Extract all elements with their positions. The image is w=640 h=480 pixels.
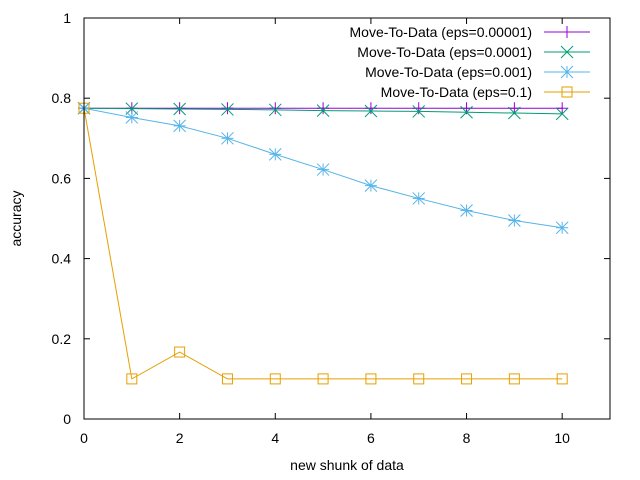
y-tick-label: 0.4 [52,251,72,267]
data-point [412,102,425,115]
y-tick-label: 0.6 [52,170,72,186]
data-point [268,103,282,117]
plot-frame [83,17,611,420]
y-axis-title: accuracy [8,190,24,246]
legend: Move-To-Data (eps=0.00001) Move-To-Data (… [350,24,590,100]
data-point [412,105,426,118]
x-tick-label: 4 [271,430,279,446]
data-point [221,373,233,385]
data-point [508,214,521,227]
data-point [555,107,569,121]
data-point [174,346,186,358]
legend-label: Move-To-Data (eps=0.001) [365,64,532,80]
data-point [221,131,234,145]
x-tick-label: 10 [554,430,570,446]
series-4 [78,102,568,385]
series-layer [77,101,569,385]
y-tick-label: 0.8 [52,90,72,106]
data-point [125,102,139,115]
legend-marker [561,26,573,38]
x-axis-title: new shunk of data [290,457,404,473]
data-point [508,373,520,385]
data-point [365,373,377,385]
data-point [269,102,282,115]
legend-marker [560,65,574,79]
series-2 [77,101,569,121]
data-point [508,102,521,115]
data-point [126,373,138,385]
data-point [460,204,473,217]
data-point [269,373,281,385]
series-3 [77,101,569,235]
x-tick-label: 8 [463,430,471,446]
x-tick-label: 6 [367,430,375,446]
data-point [316,104,330,117]
data-point [461,373,473,385]
data-point [316,163,330,176]
y-tick-label: 0 [63,411,71,427]
data-point [173,119,186,133]
data-point [364,179,378,192]
x-tick-label: 0 [80,430,88,446]
data-point [556,102,569,115]
data-point [460,105,473,119]
data-point [125,111,139,124]
x-tick-label: 2 [176,430,184,446]
data-point [173,102,186,116]
data-point [173,102,186,115]
legend-label: Move-To-Data (eps=0.0001) [357,44,532,60]
legend-label: Move-To-Data (eps=0.00001) [350,24,533,40]
data-point [413,373,425,385]
data-point [556,373,568,385]
legend-marker [560,45,574,59]
data-point [555,221,569,235]
data-point [412,192,426,205]
legend-marker [561,86,573,98]
y-tick-label: 1 [63,10,71,26]
data-point [221,103,234,116]
data-point [221,102,234,115]
data-point [364,102,377,115]
axis-ticks: 0 2 4 6 8 10 0 0.2 0.4 0.6 0.8 1 [52,10,610,446]
data-point [317,373,329,385]
data-point [508,106,521,120]
data-point [364,104,378,118]
legend-label: Move-To-Data (eps=0.1) [381,84,532,100]
data-point [268,147,282,161]
y-tick-label: 0.2 [52,331,72,347]
data-point [317,102,330,115]
series-line [83,108,563,380]
